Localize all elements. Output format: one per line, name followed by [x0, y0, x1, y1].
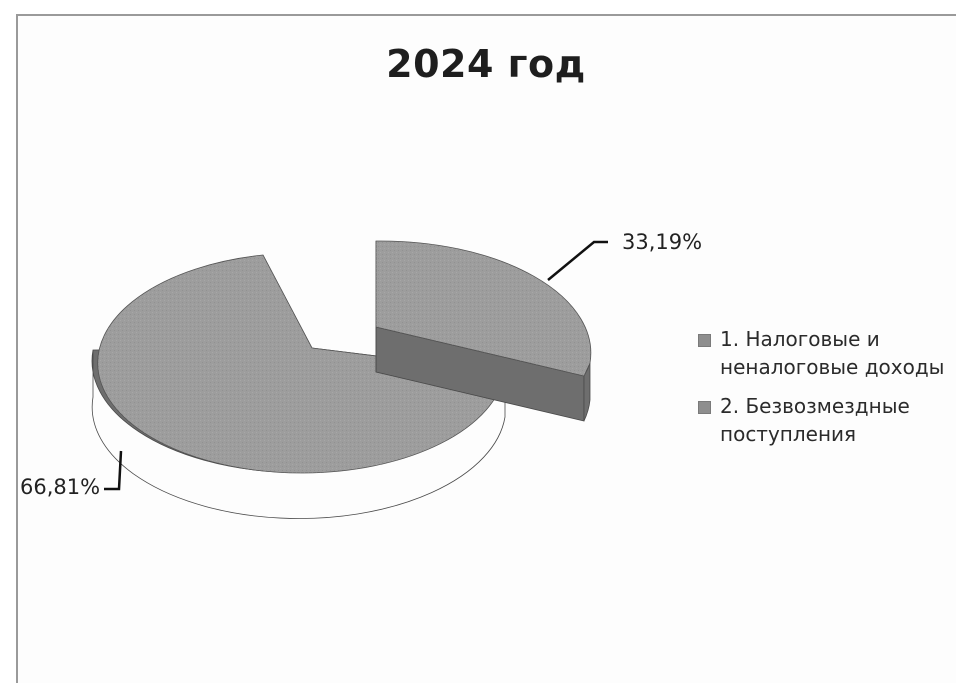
legend-label-2: 2. Безвозмездные поступления: [720, 394, 910, 446]
data-label-slice-2: 66,81%: [20, 475, 100, 499]
chart-title: 2024 год: [386, 42, 586, 86]
chart-legend: 1. Налоговые и неналоговые доходы 2. Без…: [698, 325, 948, 459]
leader-line-1: [547, 240, 608, 281]
leader-line-2: [104, 450, 123, 491]
slice-1-texture: [376, 240, 591, 376]
legend-swatch-1: [698, 334, 711, 347]
legend-item-1: 1. Налоговые и неналоговые доходы: [698, 325, 948, 381]
legend-swatch-2: [698, 401, 711, 414]
legend-label-1: 1. Налоговые и неналоговые доходы: [720, 327, 945, 379]
legend-item-2: 2. Безвозмездные поступления: [698, 392, 948, 448]
slice-2-texture: [97, 255, 505, 474]
data-label-slice-1: 33,19%: [622, 230, 702, 254]
